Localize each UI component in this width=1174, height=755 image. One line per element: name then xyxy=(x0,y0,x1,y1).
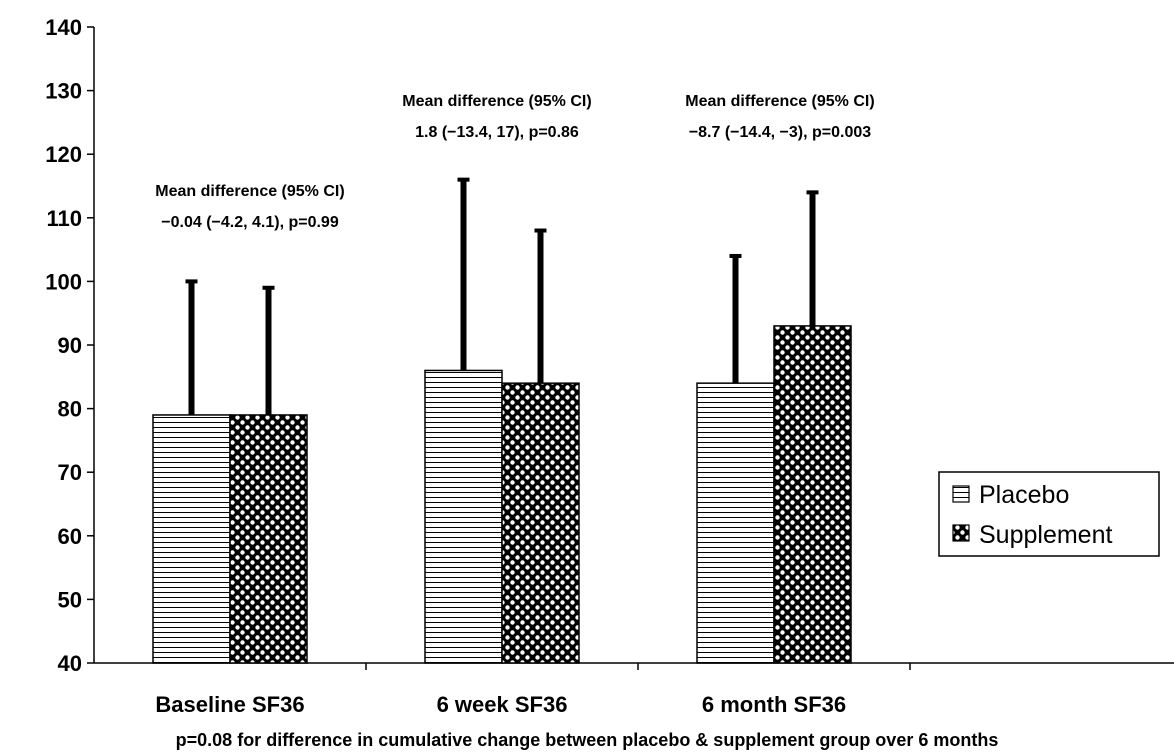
legend-label-placebo: Placebo xyxy=(979,481,1069,509)
annotations: Mean difference (95% CI) −0.04 (−4.2, 4.1… xyxy=(155,93,874,231)
bar-supplement xyxy=(501,382,580,664)
x-tick-label: 6 month SF36 xyxy=(702,692,846,717)
x-tick-label: Baseline SF36 xyxy=(155,692,304,717)
bar-placebo xyxy=(152,414,231,664)
annotation-line2: 1.8 (−13.4, 17), p=0.86 xyxy=(415,124,579,141)
annotation-line1: Mean difference (95% CI) xyxy=(155,183,344,200)
y-axis: 140 130 120 110 100 90 80 70 60 50 40 xyxy=(45,15,95,676)
y-tick-label: 120 xyxy=(45,142,82,167)
x-tick-label: 6 week SF36 xyxy=(437,692,568,717)
annotation-line1: Mean difference (95% CI) xyxy=(402,93,591,110)
bars xyxy=(152,177,852,664)
annotation-line2: −8.7 (−14.4, −3), p=0.003 xyxy=(689,124,871,141)
annotation-line1: Mean difference (95% CI) xyxy=(685,93,874,110)
legend-box xyxy=(938,471,1160,557)
y-tick-label: 40 xyxy=(58,651,82,676)
y-tick-label: 60 xyxy=(58,524,82,549)
y-tick-label: 110 xyxy=(47,206,83,231)
y-tick-label: 90 xyxy=(58,333,82,358)
annotation-line2: −0.04 (−4.2, 4.1), p=0.99 xyxy=(161,214,339,231)
y-tick-label: 50 xyxy=(58,587,82,612)
legend-swatch-placebo xyxy=(952,485,970,503)
bar-placebo xyxy=(696,382,775,664)
y-tick-label: 70 xyxy=(58,460,82,485)
bar-supplement xyxy=(773,325,852,664)
legend: Placebo Supplement xyxy=(938,471,1160,557)
y-tick-label: 80 xyxy=(58,397,82,422)
y-tick-label: 100 xyxy=(45,269,82,294)
footnote: p=0.08 for difference in cumulative chan… xyxy=(176,730,999,750)
legend-swatch-supplement xyxy=(952,524,970,542)
y-tick-label: 140 xyxy=(45,15,82,40)
bar-placebo xyxy=(424,369,503,664)
bar-supplement xyxy=(229,414,308,664)
legend-label-supplement: Supplement xyxy=(979,521,1112,549)
x-axis: Baseline SF36 6 week SF36 6 month SF36 xyxy=(94,662,1174,717)
y-tick-label: 130 xyxy=(45,79,82,104)
